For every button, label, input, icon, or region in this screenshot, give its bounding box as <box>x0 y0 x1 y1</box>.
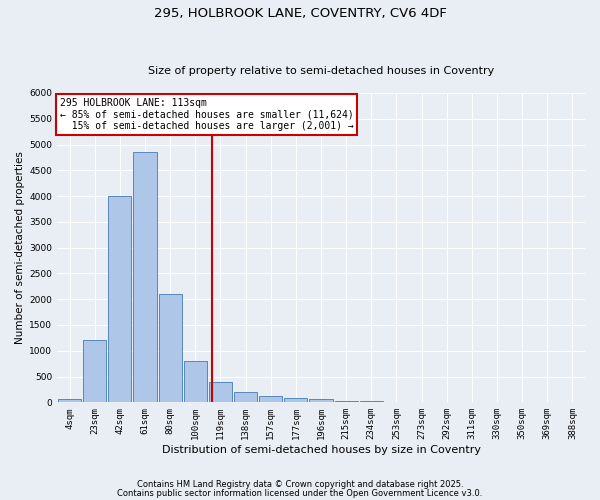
Text: 295, HOLBROOK LANE, COVENTRY, CV6 4DF: 295, HOLBROOK LANE, COVENTRY, CV6 4DF <box>154 8 446 20</box>
Bar <box>335 400 358 402</box>
Text: Contains HM Land Registry data © Crown copyright and database right 2025.: Contains HM Land Registry data © Crown c… <box>137 480 463 489</box>
Bar <box>184 361 207 403</box>
Bar <box>58 398 81 402</box>
Bar <box>234 392 257 402</box>
Y-axis label: Number of semi-detached properties: Number of semi-detached properties <box>15 151 25 344</box>
Bar <box>83 340 106 402</box>
Title: Size of property relative to semi-detached houses in Coventry: Size of property relative to semi-detach… <box>148 66 494 76</box>
Text: Contains public sector information licensed under the Open Government Licence v3: Contains public sector information licen… <box>118 488 482 498</box>
Bar <box>133 152 157 403</box>
Bar <box>284 398 307 402</box>
Bar <box>310 400 332 402</box>
X-axis label: Distribution of semi-detached houses by size in Coventry: Distribution of semi-detached houses by … <box>161 445 481 455</box>
Text: 295 HOLBROOK LANE: 113sqm
← 85% of semi-detached houses are smaller (11,624)
  1: 295 HOLBROOK LANE: 113sqm ← 85% of semi-… <box>59 98 353 131</box>
Bar <box>109 196 131 402</box>
Bar <box>259 396 282 402</box>
Bar <box>209 382 232 402</box>
Bar <box>158 294 182 403</box>
